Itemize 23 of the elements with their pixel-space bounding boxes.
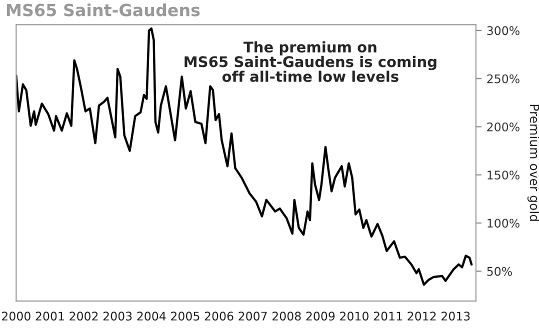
x-tick-label: 2008	[272, 312, 301, 321]
y-tick-label: 100%	[488, 218, 520, 228]
x-tick-label: 2013	[441, 312, 470, 321]
x-tick-label: 2004	[137, 312, 166, 321]
x-tick-label: 2005	[171, 312, 200, 321]
x-tick-label: 2003	[103, 312, 132, 321]
x-tick-label: 2007	[238, 312, 267, 321]
y-tick-label: 50%	[487, 266, 512, 276]
x-tick-label: 2010	[340, 312, 368, 321]
annotation: The premium on MS65 Saint-Gaudens is coming off all-time low levels	[184, 41, 436, 82]
y-tick-label: 300%	[487, 26, 520, 36]
x-tick-label: 2009	[306, 312, 335, 321]
x-tick-label: 2011	[374, 312, 402, 321]
x-tick-label: 2002	[70, 312, 98, 321]
x-tick-label: 2000	[2, 312, 30, 321]
y-tick-label: 250%	[487, 74, 520, 84]
x-tick-label: 2001	[36, 312, 64, 321]
line-series	[16, 27, 473, 286]
chart-title: MS65 Saint-Gaudens	[6, 3, 200, 16]
y-tick-label: 200%	[487, 122, 520, 132]
x-tick-label: 2012	[408, 312, 436, 321]
y-tick-label: 150%	[488, 170, 520, 180]
x-tick-label: 2006	[204, 312, 234, 321]
